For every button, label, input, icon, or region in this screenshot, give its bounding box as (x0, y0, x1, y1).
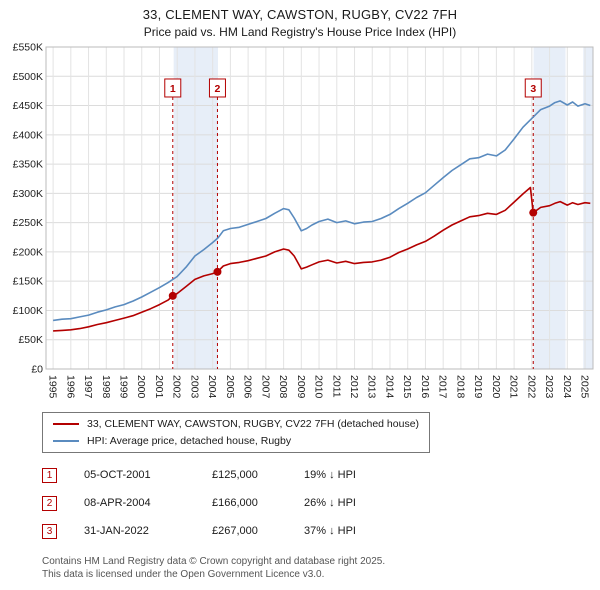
svg-text:1996: 1996 (64, 375, 76, 399)
price-history-chart: £0 £50K £100K £150K £200K £250K £300K £350K £400… (13, 42, 594, 399)
svg-text:2011: 2011 (330, 375, 342, 398)
svg-text:2019: 2019 (472, 375, 484, 399)
transaction-3-price: £267,000 (212, 525, 258, 537)
svg-text:2023: 2023 (543, 375, 555, 399)
svg-text:2003: 2003 (188, 375, 200, 399)
property-line-swatch (53, 423, 79, 425)
chart-legend: 33, CLEMENT WAY, CAWSTON, RUGBY, CV22 7F… (42, 412, 431, 453)
svg-text:2017: 2017 (437, 375, 449, 399)
license-line-1: Contains HM Land Registry data © Crown c… (42, 556, 386, 567)
svg-text:1995: 1995 (47, 375, 59, 399)
svg-text:2022: 2022 (525, 375, 537, 399)
svg-text:2025: 2025 (579, 375, 591, 399)
legend-item-hpi: HPI: Average price, detached house, Rugb… (53, 435, 419, 447)
page-title: 33, CLEMENT WAY, CAWSTON, RUGBY, CV22 7F… (142, 7, 458, 22)
svg-text:£200K: £200K (13, 246, 43, 258)
transaction-3-date: 31-JAN-2022 (84, 525, 149, 537)
svg-text:2001: 2001 (153, 375, 165, 399)
svg-text:2015: 2015 (401, 375, 413, 399)
svg-text:2000: 2000 (135, 375, 147, 399)
legend-label-property: 33, CLEMENT WAY, CAWSTON, RUGBY, CV22 7F… (87, 418, 420, 430)
transaction-row: 2 08-APR-2004 £166,000 26% ↓ HPI (42, 489, 600, 517)
svg-text:1998: 1998 (100, 375, 112, 399)
transaction-2-marker: 2 (42, 495, 57, 511)
svg-text:2018: 2018 (454, 375, 466, 399)
svg-text:£500K: £500K (13, 71, 43, 83)
svg-text:1997: 1997 (82, 375, 94, 399)
page-subtitle: Price paid vs. HM Land Registry's House … (143, 25, 457, 39)
transaction-3-marker: 3 (42, 523, 57, 539)
svg-text:£450K: £450K (13, 100, 43, 112)
svg-text:2008: 2008 (277, 375, 289, 399)
transaction-1-date: 05-OCT-2001 (84, 469, 151, 481)
transaction-1-price: £125,000 (212, 469, 258, 481)
transaction-3-hpi-delta: 37% ↓ HPI (304, 525, 356, 537)
svg-text:2021: 2021 (508, 375, 520, 399)
transaction-2-price: £166,000 (212, 497, 258, 509)
svg-text:£300K: £300K (13, 188, 43, 200)
svg-text:2002: 2002 (171, 375, 183, 399)
license-note: Contains HM Land Registry data © Crown c… (42, 555, 600, 581)
svg-text:2014: 2014 (383, 375, 395, 399)
svg-text:2013: 2013 (366, 375, 378, 399)
svg-text:2024: 2024 (561, 375, 573, 399)
transaction-1-hpi-delta: 19% ↓ HPI (304, 469, 356, 481)
legend-item-property: 33, CLEMENT WAY, CAWSTON, RUGBY, CV22 7F… (53, 418, 419, 430)
legend-label-hpi: HPI: Average price, detached house, Rugb… (87, 435, 292, 447)
transaction-row: 3 31-JAN-2022 £267,000 37% ↓ HPI (42, 517, 600, 545)
svg-text:2009: 2009 (295, 375, 307, 399)
transaction-row: 1 05-OCT-2001 £125,000 19% ↓ HPI (42, 461, 600, 489)
svg-text:£100K: £100K (13, 305, 43, 317)
transaction-2-hpi-delta: 26% ↓ HPI (304, 497, 356, 509)
svg-text:£50K: £50K (18, 334, 43, 346)
svg-text:£550K: £550K (13, 42, 43, 54)
svg-text:£250K: £250K (13, 217, 43, 229)
svg-text:2005: 2005 (224, 375, 236, 399)
svg-text:1: 1 (170, 83, 176, 95)
svg-text:2007: 2007 (259, 375, 271, 399)
svg-text:£150K: £150K (13, 276, 43, 288)
license-line-2: This data is licensed under the Open Gov… (42, 569, 325, 580)
svg-text:2004: 2004 (206, 375, 218, 399)
transaction-2-date: 08-APR-2004 (84, 497, 151, 509)
svg-text:£0: £0 (31, 364, 43, 376)
svg-text:3: 3 (530, 83, 536, 95)
svg-text:£400K: £400K (13, 129, 43, 141)
svg-text:2020: 2020 (490, 375, 502, 399)
transaction-1-marker: 1 (42, 467, 57, 483)
svg-text:2012: 2012 (348, 375, 360, 399)
svg-text:2010: 2010 (313, 375, 325, 399)
svg-text:2016: 2016 (419, 375, 431, 399)
svg-text:1999: 1999 (118, 375, 130, 399)
svg-text:£350K: £350K (13, 159, 43, 171)
svg-text:2: 2 (215, 83, 221, 95)
hpi-line-swatch (53, 440, 79, 442)
transactions-table: 1 05-OCT-2001 £125,000 19% ↓ HPI 2 08-AP… (0, 461, 600, 545)
svg-text:2006: 2006 (242, 375, 254, 399)
